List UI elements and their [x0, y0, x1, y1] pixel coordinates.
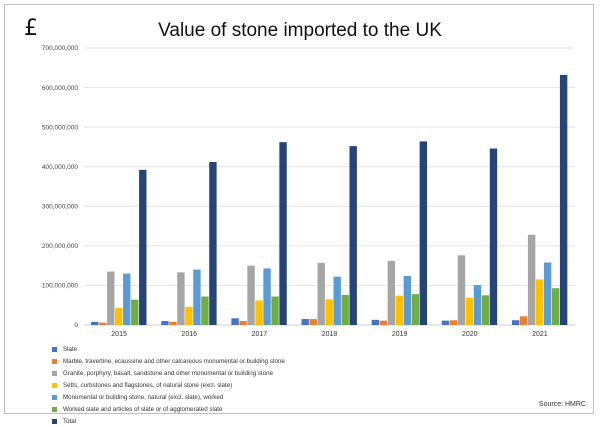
y-tick-label: 600,000,000	[42, 85, 79, 92]
legend-entry: Worked slate and articles of slate or of…	[52, 403, 572, 415]
x-tick-label: 2017	[252, 331, 268, 338]
bar	[115, 308, 122, 325]
bar	[231, 318, 238, 325]
legend-swatch	[52, 383, 57, 388]
legend-swatch	[52, 419, 57, 424]
bar	[326, 299, 333, 325]
legend-swatch	[52, 359, 57, 364]
bar	[552, 288, 559, 325]
legend-label: Worked slate and articles of slate or of…	[63, 406, 222, 413]
bar	[131, 300, 138, 325]
bar	[161, 321, 168, 325]
bar-chart: 0 100,000,000 200,000,000 300,000,000 400,00…	[0, 0, 600, 345]
bar	[544, 262, 551, 325]
legend-entry: Total	[52, 415, 572, 427]
bar	[396, 296, 403, 325]
source-note: Source: HMRC	[539, 401, 586, 408]
legend-entry: Marble, travertine, ecaussine and other …	[52, 355, 572, 367]
y-axis-tick-labels: 0 100,000,000 200,000,000 300,000,000 400,00…	[42, 45, 79, 329]
bar	[442, 321, 449, 325]
y-tick-label: 400,000,000	[42, 164, 79, 171]
bar	[380, 321, 387, 325]
legend-label: Marble, travertine, ecaussine and other …	[63, 358, 285, 365]
x-tick-label: 2021	[532, 331, 548, 338]
legend-entry: Monumental or building stone, natural (e…	[52, 391, 572, 403]
legend-swatch	[52, 371, 57, 376]
bar	[177, 272, 184, 325]
y-tick-label: 100,000,000	[42, 283, 79, 290]
legend-label: Monumental or building stone, natural (e…	[63, 394, 223, 401]
bar	[271, 297, 278, 325]
legend-label: Setts, curbstones and flagstones, of nat…	[63, 382, 232, 389]
y-tick-label: 0	[74, 322, 78, 329]
bar	[528, 235, 535, 325]
bar	[458, 255, 465, 325]
bar	[310, 319, 317, 325]
bar	[520, 316, 527, 325]
bar	[169, 322, 176, 325]
y-tick-label: 300,000,000	[42, 203, 79, 210]
bars	[91, 75, 567, 325]
bar	[404, 276, 411, 325]
legend-swatch	[52, 395, 57, 400]
gridlines	[84, 48, 575, 325]
bar	[302, 319, 309, 325]
bar	[139, 170, 146, 325]
x-tick-label: 2015	[111, 331, 127, 338]
bar	[318, 263, 325, 325]
bar	[201, 297, 208, 325]
bar	[193, 270, 200, 325]
legend-entry: Slate	[52, 343, 572, 355]
x-tick-label: 2016	[181, 331, 197, 338]
bar	[450, 320, 457, 325]
bar	[512, 320, 519, 325]
bar	[99, 323, 106, 325]
bar	[279, 142, 286, 325]
legend-label: Slate	[63, 346, 77, 353]
bar	[536, 279, 543, 325]
bar	[247, 266, 254, 325]
x-tick-label: 2019	[392, 331, 408, 338]
x-tick-label: 2018	[322, 331, 338, 338]
bar	[342, 295, 349, 325]
bar	[560, 75, 567, 325]
x-tick-label: 2020	[462, 331, 478, 338]
legend-label: Granite, porphyry, basalt, sandstone and…	[63, 370, 273, 377]
bar	[185, 307, 192, 325]
bar	[388, 261, 395, 325]
bar	[482, 295, 489, 325]
bar	[209, 162, 216, 325]
bar	[420, 141, 427, 325]
x-axis-tick-labels: 2015 2016 2017 2018 2019 2020 2021	[111, 331, 548, 338]
bar	[263, 268, 270, 325]
y-tick-label: 200,000,000	[42, 243, 79, 250]
legend-label: Total	[63, 418, 76, 425]
bar	[239, 321, 246, 325]
bar	[123, 274, 130, 325]
bar	[350, 146, 357, 325]
bar	[107, 272, 114, 325]
bar	[466, 298, 473, 325]
legend-swatch	[52, 347, 57, 352]
y-tick-label: 700,000,000	[42, 45, 79, 52]
legend-swatch	[52, 407, 57, 412]
legend: Slate Marble, travertine, ecaussine and o…	[52, 343, 572, 427]
legend-entry: Granite, porphyry, basalt, sandstone and…	[52, 367, 572, 379]
legend-entry: Setts, curbstones and flagstones, of nat…	[52, 379, 572, 391]
bar	[334, 277, 341, 325]
bar	[372, 320, 379, 325]
bar	[255, 300, 262, 325]
bar	[490, 149, 497, 325]
y-tick-label: 500,000,000	[42, 124, 79, 131]
bar	[474, 285, 481, 325]
bar	[412, 294, 419, 325]
bar	[91, 322, 98, 325]
